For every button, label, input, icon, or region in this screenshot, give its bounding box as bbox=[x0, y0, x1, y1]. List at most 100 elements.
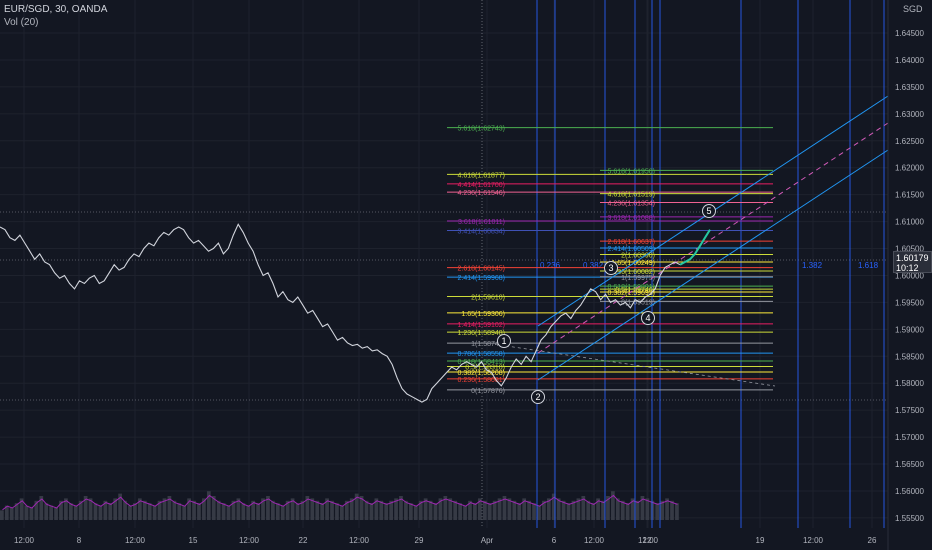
time-fib-lines[interactable]: 0.236 0.382 1.382 1.618 bbox=[536, 0, 885, 528]
fib-level-label: 2.414(1.59968) bbox=[458, 275, 505, 282]
price-tick-label: 1.55500 bbox=[895, 514, 924, 523]
volume-bar bbox=[167, 496, 172, 520]
volume-indicator-label[interactable]: Vol (20) bbox=[4, 17, 39, 28]
volume-bar bbox=[310, 498, 315, 520]
price-tick-label: 1.62000 bbox=[895, 164, 924, 173]
fib-level-label: 0.382(1.58208) bbox=[458, 370, 505, 377]
volume-bar bbox=[556, 498, 561, 520]
volume-bar bbox=[645, 498, 650, 520]
projection-line bbox=[679, 229, 711, 266]
time-tick-label: 8 bbox=[77, 536, 82, 545]
time-tick-label: 29 bbox=[415, 536, 424, 545]
bar-countdown: 10:12 bbox=[896, 263, 919, 273]
volume-bar bbox=[49, 505, 54, 520]
fib-level-label: 2.618(1.60145) bbox=[458, 266, 505, 273]
volume-bar bbox=[192, 500, 196, 520]
volume-bar bbox=[606, 496, 610, 520]
volume-bar bbox=[655, 503, 660, 520]
volume-bar bbox=[576, 498, 581, 520]
volume-bar bbox=[537, 505, 541, 520]
volume-bar bbox=[133, 503, 137, 520]
wave-marker bbox=[531, 390, 545, 404]
wave-marker bbox=[641, 311, 655, 325]
price-tick-label: 1.61500 bbox=[895, 191, 924, 200]
volume-bar bbox=[630, 498, 635, 520]
volume-bar bbox=[615, 498, 620, 520]
volume-bar bbox=[4, 505, 9, 520]
volume-bar bbox=[113, 498, 118, 520]
volume-bar bbox=[463, 505, 467, 520]
volume-bar bbox=[635, 500, 640, 520]
fib-extension-levels[interactable]: 5.618(1.62743) 4.618(1.61877) 4.414(1.6170… bbox=[447, 126, 773, 395]
volume-bar bbox=[517, 503, 522, 520]
volume-bar bbox=[54, 508, 58, 520]
volume-bar bbox=[354, 493, 359, 520]
currency-unit: SGD bbox=[903, 4, 923, 14]
volume-bar bbox=[448, 498, 453, 520]
volume-bar bbox=[492, 500, 497, 520]
volume-bar bbox=[73, 505, 78, 520]
fib-level-label: 0.786(1.58558) bbox=[458, 351, 505, 358]
price-tick-label: 1.58500 bbox=[895, 352, 924, 361]
volume-bar bbox=[9, 508, 14, 520]
volume-bar bbox=[546, 498, 551, 520]
volume-bar bbox=[394, 498, 398, 520]
wave-marker bbox=[604, 261, 618, 275]
volume-bar bbox=[443, 496, 448, 520]
volume-bar bbox=[177, 503, 182, 520]
volume-bar bbox=[340, 505, 344, 520]
volume-bar bbox=[108, 503, 113, 520]
volume-bar bbox=[670, 500, 674, 520]
volume-bar bbox=[216, 500, 221, 520]
time-fib-label: 1.382 bbox=[802, 261, 823, 270]
volume-bar bbox=[206, 491, 211, 520]
price-tick-label: 1.63500 bbox=[895, 83, 924, 92]
time-tick-label: 12:00 bbox=[14, 536, 35, 545]
time-tick-label: 26 bbox=[868, 536, 877, 545]
price-tick-label: 1.60500 bbox=[895, 245, 924, 254]
volume-bar bbox=[512, 500, 517, 520]
volume-bar bbox=[197, 503, 201, 520]
symbol-title[interactable]: EUR/SGD, 30, OANDA bbox=[4, 4, 108, 15]
volume-bar bbox=[261, 498, 265, 520]
last-price-value: 1.60179 bbox=[896, 253, 929, 263]
volume-bar bbox=[14, 503, 19, 520]
volume-bar bbox=[408, 503, 413, 520]
time-tick-label: 12:00 bbox=[638, 536, 659, 545]
volume-bar bbox=[344, 500, 349, 520]
volume-bar bbox=[497, 498, 502, 520]
time-axis[interactable]: 12:00 8 12:00 15 12:00 22 12:00 29 Apr 6 12:00 1212… bbox=[14, 536, 877, 545]
elliott-wave-labels[interactable]: 1 2 3 4 5 bbox=[497, 204, 716, 404]
volume-bar bbox=[103, 500, 108, 520]
time-tick-label: 15 bbox=[189, 536, 198, 545]
volume-bar bbox=[611, 491, 615, 520]
volume-bar bbox=[275, 503, 280, 520]
volume-bar bbox=[542, 500, 546, 520]
volume-bar bbox=[241, 503, 246, 520]
wave-label: 3 bbox=[608, 263, 613, 273]
wave-label: 5 bbox=[706, 206, 711, 216]
volume-bar bbox=[389, 500, 394, 520]
volume-bar bbox=[68, 503, 73, 520]
fib-level-label: 1.236(1.60082) bbox=[608, 269, 655, 276]
price-axis[interactable]: 1.64500 1.64000 1.63500 1.63000 1.62500 1.620… bbox=[887, 0, 924, 550]
price-series bbox=[0, 223, 711, 403]
volume-bar bbox=[477, 498, 482, 520]
time-tick-label: 22 bbox=[299, 536, 308, 545]
volume-bar bbox=[399, 496, 403, 520]
volume-bar bbox=[364, 500, 369, 520]
fib-level-label: 5.618(1.62743) bbox=[458, 126, 505, 133]
volume-bar bbox=[369, 503, 374, 520]
volume-bar bbox=[413, 505, 418, 520]
volume-bar bbox=[152, 505, 157, 520]
volume-bar bbox=[487, 503, 492, 520]
price-tick-label: 1.59500 bbox=[895, 298, 924, 307]
volume-bar bbox=[118, 493, 122, 520]
price-tick-label: 1.61000 bbox=[895, 218, 924, 227]
volume-bar bbox=[88, 498, 93, 520]
volume-bar bbox=[295, 503, 300, 520]
volume-bar bbox=[137, 498, 142, 520]
volume-bar bbox=[522, 498, 527, 520]
volume-bar bbox=[325, 498, 329, 520]
